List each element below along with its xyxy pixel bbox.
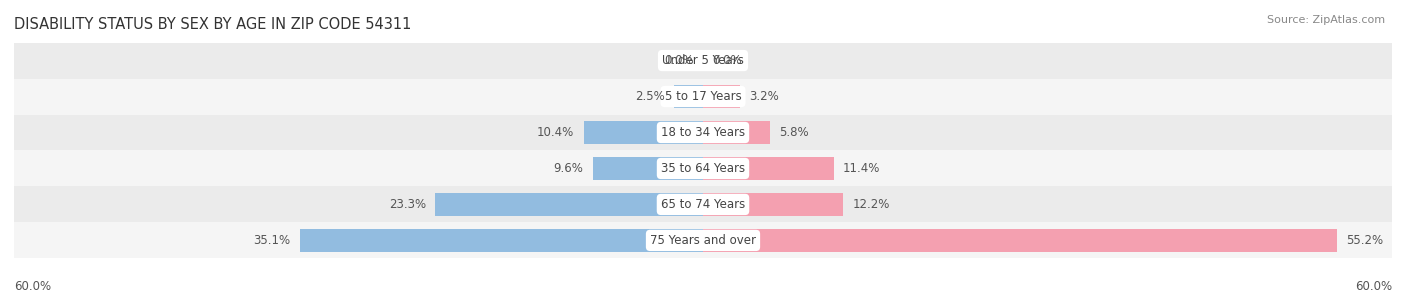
Bar — [583, 121, 703, 144]
Text: 3.2%: 3.2% — [749, 90, 779, 103]
Bar — [703, 229, 1337, 252]
Text: 35.1%: 35.1% — [253, 234, 291, 247]
Text: 75 Years and over: 75 Years and over — [650, 234, 756, 247]
Bar — [593, 157, 703, 180]
Bar — [14, 43, 1392, 78]
Text: 65 to 74 Years: 65 to 74 Years — [661, 198, 745, 211]
Text: 35 to 64 Years: 35 to 64 Years — [661, 162, 745, 175]
Bar — [14, 150, 1392, 186]
Text: 10.4%: 10.4% — [537, 126, 575, 139]
Text: 9.6%: 9.6% — [554, 162, 583, 175]
Text: 60.0%: 60.0% — [1355, 280, 1392, 293]
Text: 60.0%: 60.0% — [14, 280, 51, 293]
Bar — [703, 157, 834, 180]
Text: 23.3%: 23.3% — [389, 198, 426, 211]
Text: 11.4%: 11.4% — [844, 162, 880, 175]
Bar — [675, 85, 703, 108]
Bar — [14, 186, 1392, 223]
Text: Under 5 Years: Under 5 Years — [662, 54, 744, 67]
Bar — [14, 223, 1392, 258]
Text: 0.0%: 0.0% — [713, 54, 742, 67]
Text: 5.8%: 5.8% — [779, 126, 808, 139]
Text: Source: ZipAtlas.com: Source: ZipAtlas.com — [1267, 15, 1385, 25]
Text: 5 to 17 Years: 5 to 17 Years — [665, 90, 741, 103]
Text: 2.5%: 2.5% — [636, 90, 665, 103]
Text: 18 to 34 Years: 18 to 34 Years — [661, 126, 745, 139]
Text: 0.0%: 0.0% — [664, 54, 693, 67]
Bar — [703, 193, 844, 216]
Bar — [14, 78, 1392, 115]
Bar — [703, 121, 769, 144]
Bar — [14, 115, 1392, 150]
Bar — [703, 85, 740, 108]
Text: 55.2%: 55.2% — [1346, 234, 1384, 247]
Text: 12.2%: 12.2% — [852, 198, 890, 211]
Bar — [436, 193, 703, 216]
Text: DISABILITY STATUS BY SEX BY AGE IN ZIP CODE 54311: DISABILITY STATUS BY SEX BY AGE IN ZIP C… — [14, 17, 412, 32]
Bar — [299, 229, 703, 252]
